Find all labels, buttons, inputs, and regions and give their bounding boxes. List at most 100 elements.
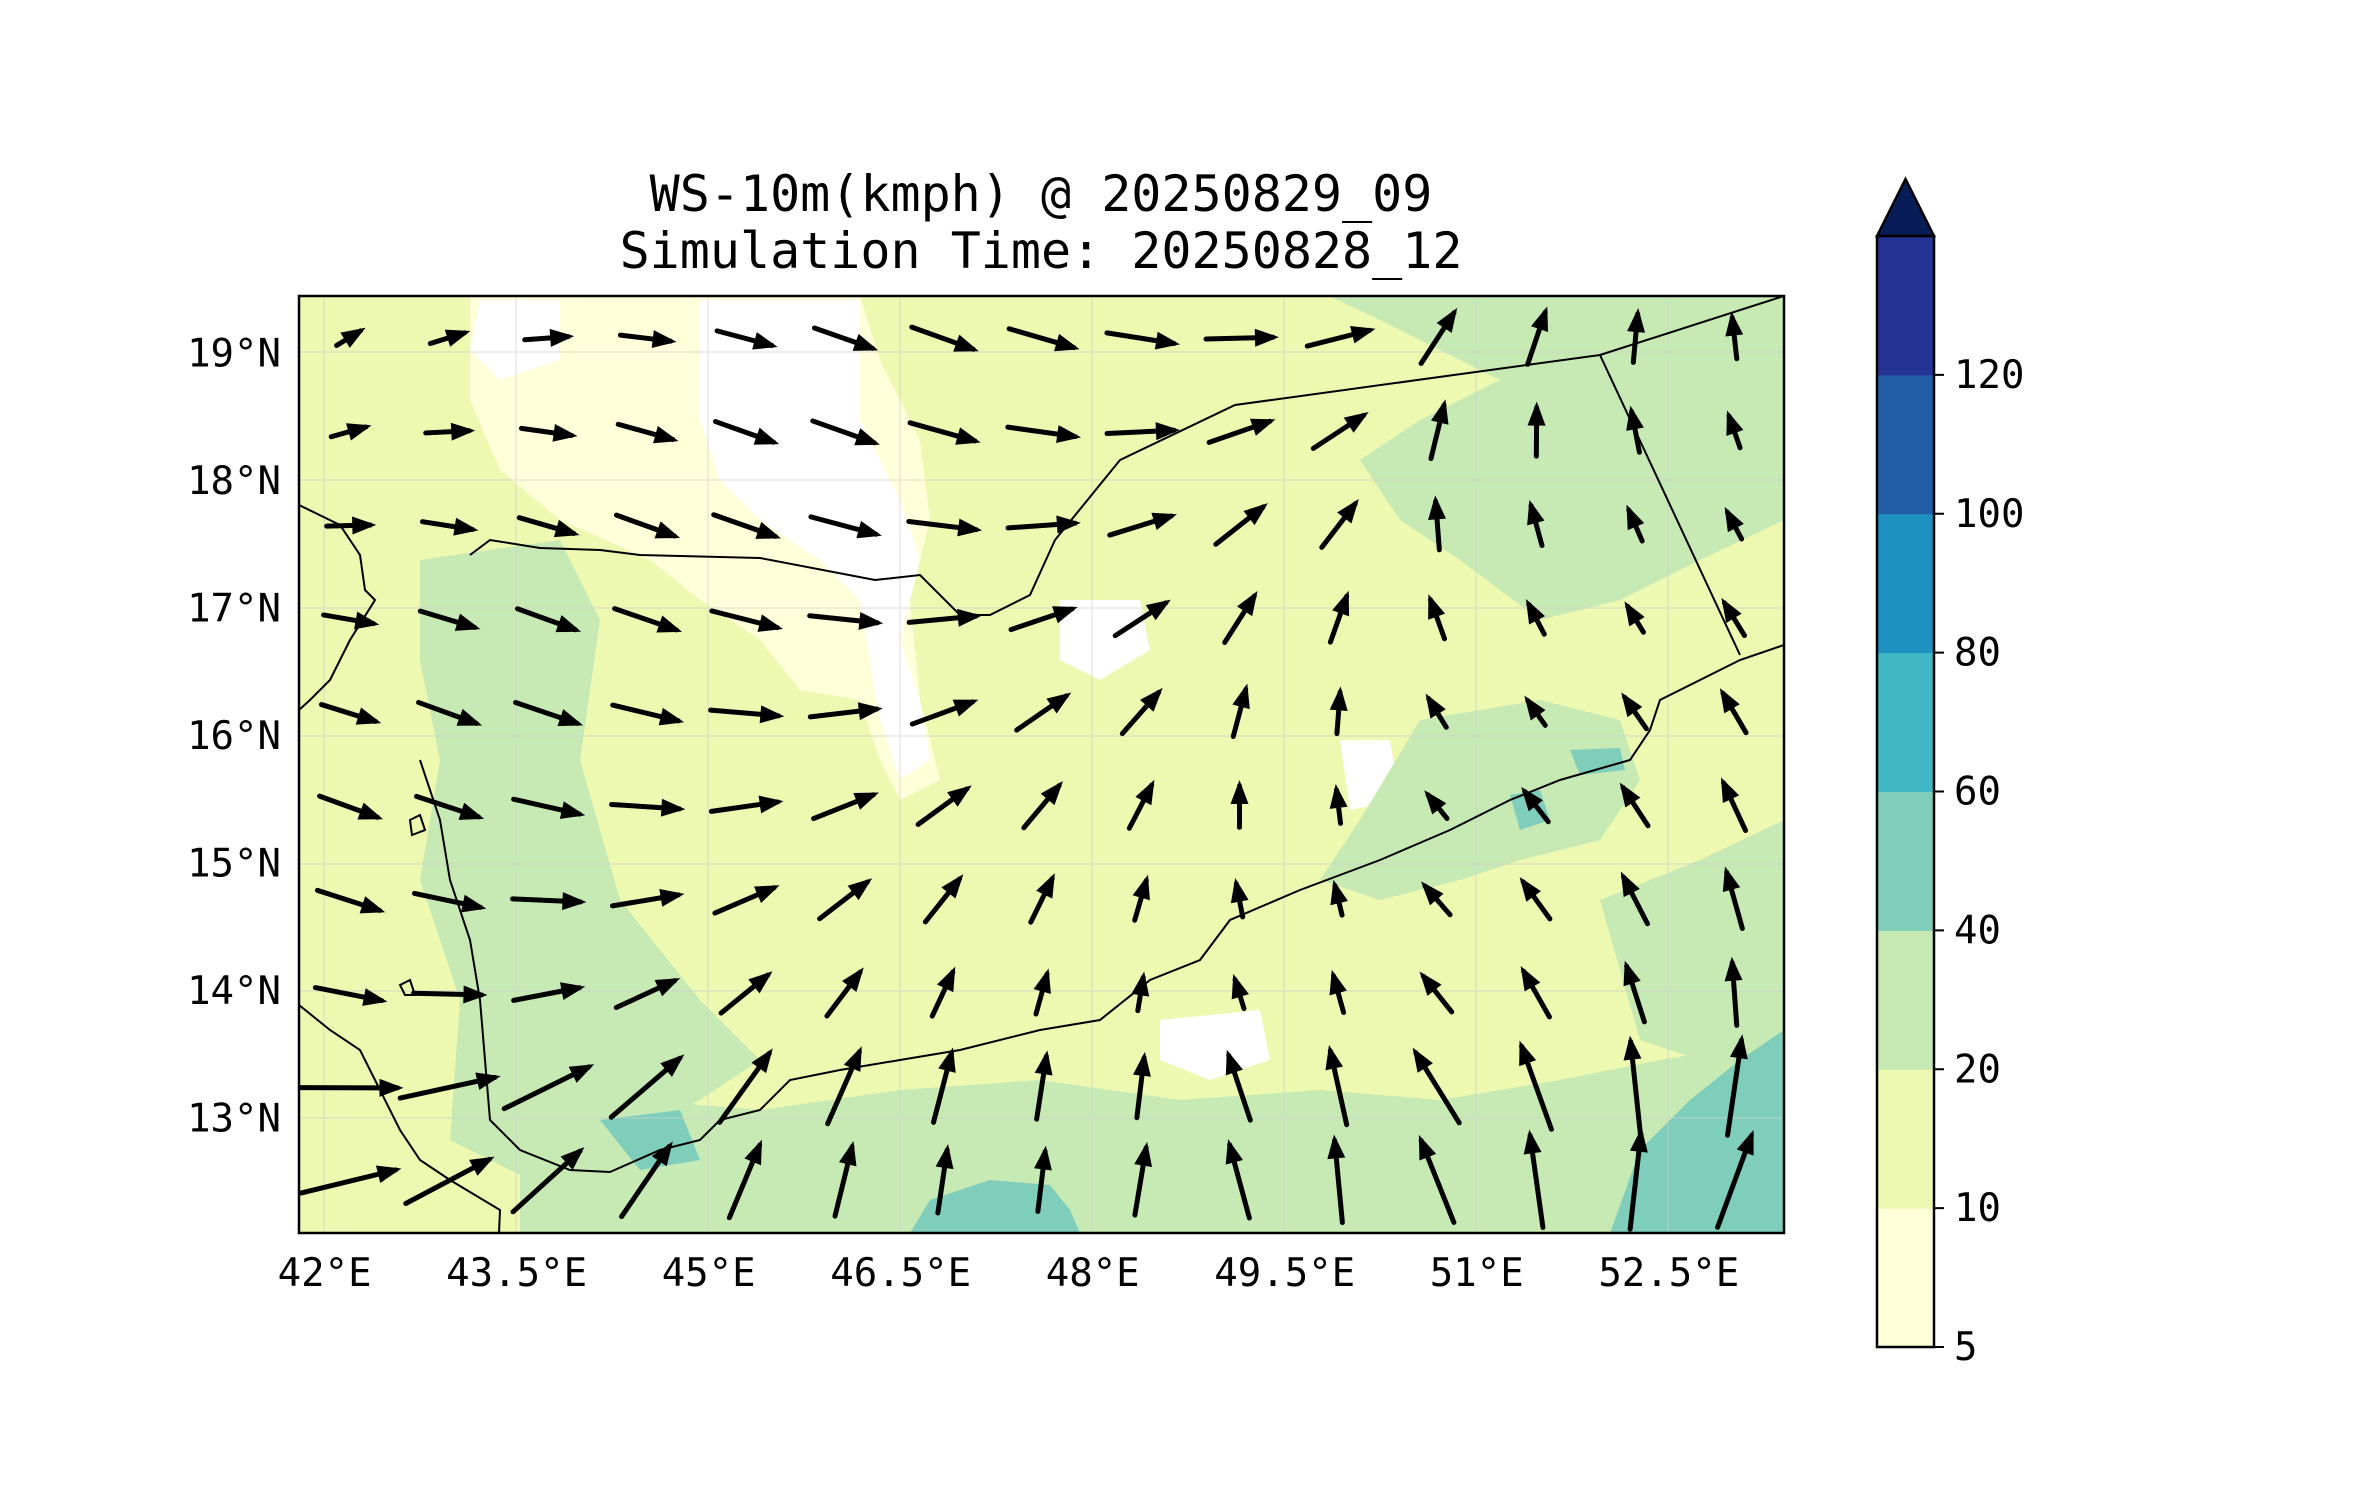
wind-vector-arrow [1222,591,1258,645]
wind-vector-arrow [1715,1129,1754,1230]
wind-vector-arrow [314,887,386,914]
wind-vector-arrow [1627,1127,1648,1232]
wind-vector-arrow [609,798,686,817]
wind-vector-arrow [1329,686,1348,737]
wind-vector-arrow [1206,418,1276,445]
colorbar-tick-label: 60 [1954,770,2001,815]
contour-strong-southeast [1610,1030,1784,1233]
wind-vector-arrow [712,885,780,916]
wind-vector-arrow [420,517,479,536]
wind-vector-arrow [807,702,883,721]
lon-tick-label: 49.5°E [1214,1251,1355,1296]
wind-vector-arrow [299,1078,404,1097]
lat-tick-label: 18°N [187,459,281,504]
wind-vector-arrow [810,418,880,446]
wind-vector-arrow [1623,1035,1643,1137]
southern-coastline [419,644,1784,1174]
wind-vector-arrow [1724,956,1743,1028]
wind-vector-arrow [1527,401,1546,459]
wind-vector-arrow [807,611,884,630]
lon-tick-label: 46.5°E [830,1251,971,1296]
wind-vector-arrow [423,422,476,441]
contour-moderate-east [1320,700,1640,900]
contour-moderate-east-band [1600,820,1784,1060]
wind-vector-arrow [1008,606,1078,633]
wind-vector-arrow [417,608,481,631]
colorbar-tick-label: 20 [1954,1047,2001,1092]
yemen-saudi-border [469,296,1784,616]
contour-moderate-northeast [1330,296,1784,620]
contour-calm-white-3 [1060,600,1150,680]
wind-vector-arrow [613,512,681,539]
colorbar-segment [1877,374,1934,515]
lon-tick-label: 42°E [278,1251,372,1296]
wind-vector-arrow [1028,873,1055,925]
colorbar-segment [1877,1208,1934,1348]
wind-vector-arrow [817,878,873,922]
wind-vector-arrow [1126,779,1155,831]
wind-vector-arrow [909,699,979,727]
lat-tick-label: 15°N [187,841,281,886]
colorbar-tick-label: 80 [1954,631,2001,676]
colorbar-tick-label: 5 [1954,1325,1977,1370]
wind-vector-arrow [610,702,685,726]
wind-vector-arrow [328,423,372,441]
wind-vector-arrow [1520,966,1552,1020]
wind-vector-arrow [522,328,575,347]
wind-vector-arrow [1627,307,1646,365]
wind-vector-arrow [1626,405,1644,455]
wind-vector-arrow [726,1139,763,1221]
wind-vector-arrow [1418,1134,1457,1225]
wind-vector-arrow [929,966,956,1019]
wind-vector-arrow [518,423,578,442]
wind-vector-arrow [1005,424,1082,443]
wind-vector-arrow [1621,692,1649,732]
map-panel [297,294,1786,1235]
wind-vector-arrow [907,420,981,445]
wind-vector-arrow [906,608,982,627]
wind-vector-arrow [501,1064,595,1112]
lat-tick-label: 16°N [187,714,281,759]
wind-vector-arrow [513,699,584,727]
wind-vector-arrow [510,892,587,911]
wind-vector-arrow [811,325,879,351]
colorbar-segment [1877,236,1934,376]
wind-vector-arrow [416,699,483,727]
latitude-tick-labels: 13°N 14°N 15°N 16°N 17°N 18°N 19°N [187,331,281,1141]
wind-vector-arrow [1225,1049,1253,1123]
lon-tick-label: 43.5°E [446,1251,587,1296]
contour-strong-gulf [600,1110,700,1170]
wind-vector-arrow [1033,968,1051,1017]
wind-vector-arrow [931,1047,956,1125]
wind-vector-arrow [1329,969,1347,1015]
lon-tick-label: 51°E [1430,1251,1524,1296]
wind-vector-arrow [1131,971,1150,1014]
lon-tick-label: 48°E [1046,1251,1140,1296]
wind-vector-arrow [615,421,679,444]
wind-vector-arrow [299,1165,402,1196]
wind-vector-arrow [708,705,785,724]
wind-vector-arrow [1203,328,1279,347]
wind-vector-arrow [321,611,380,630]
wind-vector-arrow [1521,786,1551,825]
wind-vector-arrow [1624,601,1646,635]
wind-vector-arrow [709,608,783,632]
wind-vector-arrow [1719,688,1749,736]
colorbar-extend-triangle [1874,176,1937,238]
wind-vector-arrow [1525,599,1547,637]
wind-vector-arrow [324,516,377,535]
wind-vector-arrow [1112,599,1171,639]
colorbar-segment [1877,791,1934,931]
wind-vector-arrow [1720,777,1749,833]
wind-vector-arrow [397,1072,501,1101]
wind-vector-arrow [1428,399,1449,462]
wind-vector-arrow [1327,1134,1346,1226]
wind-vector-arrow [808,514,882,539]
wind-vector-arrow [1021,780,1064,831]
wind-vector-arrow [1034,1050,1053,1122]
wind-vector-arrow [1006,326,1080,352]
coastlines-and-borders [299,296,1784,1233]
wind-vector-arrow [510,1147,585,1215]
wind-vector-arrow [427,329,471,347]
wind-vector-arrow [717,1048,773,1125]
